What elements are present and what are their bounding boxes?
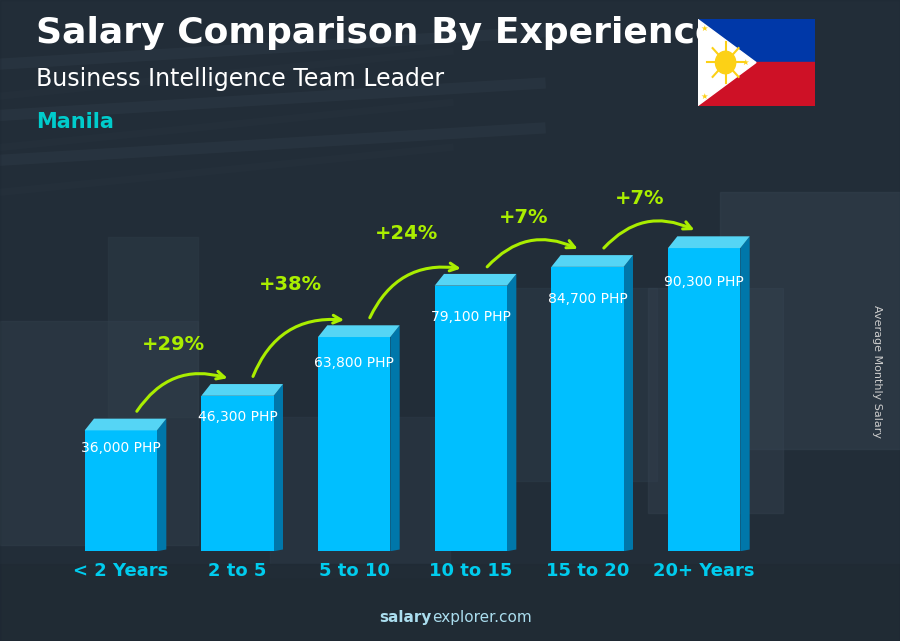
Polygon shape [202, 384, 283, 395]
Text: ★: ★ [701, 92, 708, 101]
Text: 90,300 PHP: 90,300 PHP [664, 276, 744, 289]
Text: 36,000 PHP: 36,000 PHP [81, 441, 161, 455]
Polygon shape [318, 325, 400, 337]
Polygon shape [741, 237, 750, 551]
Polygon shape [85, 419, 166, 430]
Polygon shape [668, 248, 741, 551]
Polygon shape [157, 419, 166, 551]
Text: Manila: Manila [36, 112, 114, 132]
Text: 63,800 PHP: 63,800 PHP [314, 356, 394, 370]
Circle shape [716, 51, 735, 74]
Polygon shape [507, 274, 517, 551]
Polygon shape [202, 395, 274, 551]
Bar [495, 288, 657, 481]
Text: ★: ★ [742, 58, 749, 67]
Bar [698, 19, 814, 62]
FancyArrowPatch shape [253, 315, 341, 376]
Polygon shape [318, 337, 391, 551]
Text: 79,100 PHP: 79,100 PHP [431, 310, 511, 324]
FancyArrowPatch shape [137, 371, 224, 412]
Text: Salary Comparison By Experience: Salary Comparison By Experience [36, 16, 719, 50]
Polygon shape [552, 255, 633, 267]
Polygon shape [698, 19, 756, 106]
Polygon shape [274, 384, 283, 551]
Text: explorer.com: explorer.com [432, 610, 532, 625]
Text: Business Intelligence Team Leader: Business Intelligence Team Leader [36, 67, 444, 91]
Bar [270, 417, 450, 577]
Polygon shape [552, 267, 624, 551]
FancyArrowPatch shape [604, 221, 691, 248]
Text: +29%: +29% [142, 335, 205, 354]
Text: 84,700 PHP: 84,700 PHP [547, 292, 627, 306]
FancyArrowPatch shape [370, 263, 457, 318]
Bar [698, 62, 814, 106]
Polygon shape [435, 274, 517, 286]
Bar [0, 564, 900, 641]
Bar [108, 237, 198, 417]
Polygon shape [391, 325, 400, 551]
Bar [720, 192, 900, 449]
Polygon shape [624, 255, 633, 551]
Text: 46,300 PHP: 46,300 PHP [198, 410, 277, 424]
Polygon shape [85, 430, 157, 551]
Bar [648, 288, 783, 513]
FancyArrowPatch shape [487, 240, 575, 267]
Polygon shape [435, 286, 507, 551]
Text: Average Monthly Salary: Average Monthly Salary [872, 305, 883, 438]
Bar [0, 320, 198, 545]
Text: +7%: +7% [616, 189, 665, 208]
Text: +24%: +24% [375, 224, 438, 243]
Polygon shape [668, 237, 750, 248]
Text: ★: ★ [701, 24, 708, 33]
Text: +7%: +7% [499, 208, 548, 227]
Text: salary: salary [380, 610, 432, 625]
Text: +38%: +38% [258, 275, 321, 294]
